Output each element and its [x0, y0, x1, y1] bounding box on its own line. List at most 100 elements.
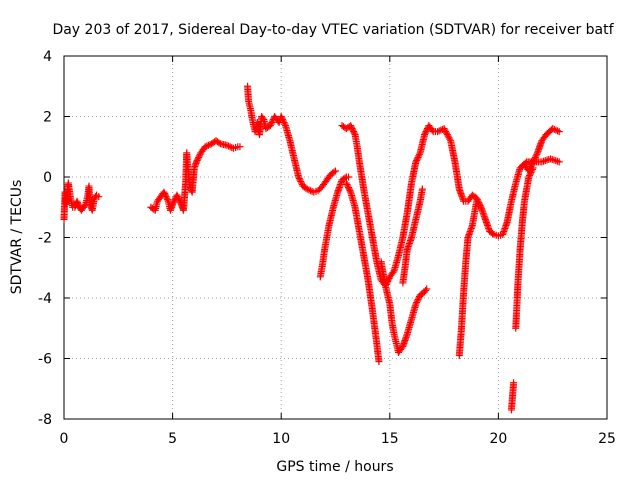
data-point-marker: [348, 125, 356, 133]
x-tick-label: 20: [489, 431, 507, 447]
data-point-marker: [341, 174, 349, 182]
data-point-marker: [442, 128, 450, 136]
data-point-marker: [547, 155, 555, 163]
data-point-marker: [528, 165, 536, 173]
data-point-marker: [305, 186, 313, 194]
data-point-marker: [435, 127, 443, 135]
x-tick-label: 15: [381, 431, 399, 447]
data-point-marker: [446, 135, 454, 143]
data-point-marker: [277, 113, 285, 120]
data-point-marker: [413, 156, 421, 164]
data-markers: [60, 82, 563, 414]
data-point-marker: [330, 168, 338, 176]
data-point-marker: [296, 176, 304, 184]
data-point-marker: [164, 196, 172, 204]
data-point-marker: [422, 286, 430, 294]
data-point-marker: [541, 157, 549, 165]
data-point-marker: [552, 157, 560, 165]
data-point-marker: [162, 193, 170, 201]
data-point-marker: [398, 344, 406, 352]
data-point-marker: [295, 175, 303, 183]
data-point-marker: [413, 155, 421, 163]
data-point-marker: [441, 126, 449, 134]
data-point-marker: [281, 120, 289, 128]
chart-title: Day 203 of 2017, Sidereal Day-to-day VTE…: [52, 22, 614, 38]
data-point-marker: [173, 191, 181, 199]
data-point-marker: [267, 120, 275, 128]
data-point-marker: [259, 114, 267, 122]
data-point-marker: [278, 114, 286, 122]
x-tick-label: 0: [60, 431, 69, 447]
x-axis-label: GPS time / hours: [276, 459, 393, 475]
data-point-marker: [347, 123, 355, 131]
data-point-marker: [421, 131, 429, 139]
data-point-marker: [418, 185, 426, 193]
data-point-marker: [193, 156, 201, 164]
data-point-marker: [389, 268, 397, 276]
data-point-marker: [413, 297, 421, 305]
y-axis-label: SDTVAR / TECUs: [9, 180, 25, 295]
data-point-marker: [346, 187, 354, 195]
data-point-marker: [413, 299, 421, 307]
data-point-marker: [530, 156, 538, 164]
data-point-marker: [350, 128, 358, 136]
data-point-marker: [528, 159, 536, 167]
data-point-marker: [194, 155, 202, 163]
data-point-marker: [95, 193, 103, 201]
data-point-marker: [510, 379, 518, 387]
data-point-marker: [175, 196, 183, 204]
data-point-marker: [428, 126, 436, 134]
data-point-marker: [343, 181, 351, 189]
data-point-marker: [236, 143, 244, 151]
data-point-marker: [192, 158, 200, 166]
data-point-marker: [548, 155, 556, 163]
data-point-marker: [204, 141, 212, 149]
data-point-marker: [415, 294, 423, 302]
data-point-marker: [415, 152, 423, 160]
data-point-marker: [526, 171, 534, 179]
data-point-marker: [268, 119, 276, 127]
y-tick-label: -4: [38, 291, 52, 307]
y-tick-label: 0: [43, 170, 52, 186]
data-point-marker: [554, 127, 562, 135]
data-point-marker: [529, 164, 537, 172]
data-point-marker: [375, 358, 383, 366]
data-point-marker: [443, 131, 451, 139]
data-point-marker: [161, 191, 169, 199]
data-point-marker: [538, 158, 546, 166]
data-point-marker: [203, 142, 211, 150]
grid-lines: [64, 56, 607, 419]
data-point-marker: [225, 142, 233, 150]
data-point-marker: [332, 167, 339, 175]
data-point-marker: [532, 152, 540, 160]
data-point-marker: [226, 143, 234, 151]
data-point-marker: [550, 156, 558, 164]
axis-ticks: 0 5 10 15 20 25 -8 -6 -4 -2 0 2 4: [38, 49, 616, 447]
y-tick-label: -2: [38, 231, 52, 247]
data-point-marker: [350, 129, 358, 137]
data-point-marker: [528, 167, 536, 175]
data-point-marker: [280, 119, 288, 127]
data-point-marker: [297, 178, 305, 186]
data-point-marker: [423, 285, 431, 293]
data-point-marker: [414, 296, 422, 304]
data-point-marker: [169, 200, 177, 208]
data-point-marker: [174, 193, 182, 201]
data-point-marker: [160, 188, 168, 196]
data-point-marker: [531, 155, 539, 163]
data-point-marker: [342, 179, 350, 187]
data-point-marker: [476, 202, 484, 210]
y-tick-label: 2: [43, 110, 52, 126]
data-point-marker: [529, 158, 537, 166]
data-point-marker: [201, 143, 209, 151]
data-point-marker: [555, 158, 563, 166]
data-point-marker: [552, 126, 560, 134]
data-point-marker: [169, 199, 177, 207]
data-point-marker: [307, 187, 315, 195]
data-point-marker: [473, 196, 481, 204]
data-point-marker: [161, 190, 169, 198]
data-point-marker: [440, 125, 448, 133]
data-point-marker: [349, 126, 357, 134]
data-point-marker: [540, 157, 548, 165]
